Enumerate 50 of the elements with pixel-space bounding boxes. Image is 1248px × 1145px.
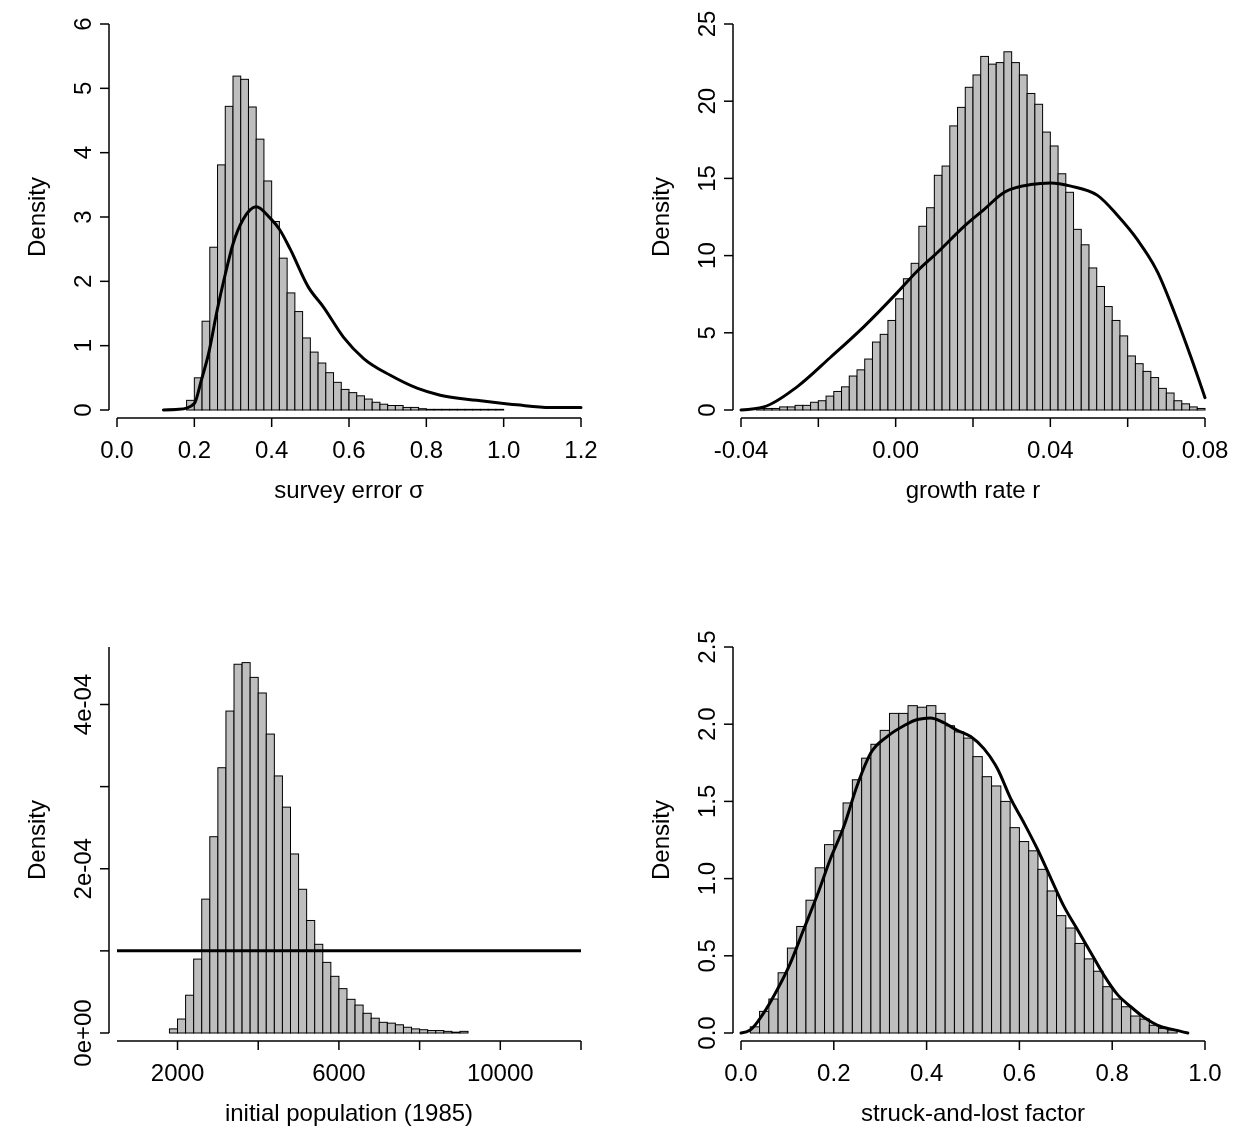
y-tick-label: 2.0 xyxy=(693,707,720,741)
x-tick-label: 2000 xyxy=(150,1059,205,1086)
x-tick-label: -0.04 xyxy=(713,436,769,463)
x-axis-title: growth rate r xyxy=(905,476,1041,503)
y-axis-title: Density xyxy=(647,176,674,258)
y-tick-label: 20 xyxy=(693,87,720,115)
y-tick-label: 0 xyxy=(693,403,720,417)
x-axis-title: survey error σ xyxy=(274,476,424,503)
y-tick-label: 6 xyxy=(69,17,96,31)
x-tick-label: 0.4 xyxy=(909,1059,944,1086)
y-tick-label: 2e-04 xyxy=(69,838,96,900)
y-tick-label: 1.5 xyxy=(693,784,720,819)
x-axis-title: struck-and-lost factor xyxy=(860,1099,1086,1126)
x-tick-label: 6000 xyxy=(312,1059,366,1086)
y-axis-title: Density xyxy=(23,799,50,881)
y-tick-label: 1.0 xyxy=(693,861,720,896)
x-tick-label: 0.2 xyxy=(177,436,212,463)
x-tick-label: 0.2 xyxy=(817,1059,851,1086)
y-tick-label: 4e-04 xyxy=(69,673,96,736)
x-tick-label: 10000 xyxy=(466,1059,534,1086)
y-tick-label: 2 xyxy=(69,274,96,289)
x-tick-label: 0.0 xyxy=(100,436,134,463)
y-tick-label: 0e+00 xyxy=(69,999,96,1067)
y-tick-label: 0.5 xyxy=(693,939,720,973)
y-tick-label: 3 xyxy=(69,210,96,224)
y-tick-label: 25 xyxy=(693,10,720,38)
x-tick-label: 0.00 xyxy=(872,436,920,463)
y-tick-label: 1 xyxy=(69,338,96,353)
y-tick-label: 4 xyxy=(69,145,96,160)
x-tick-label: 0.08 xyxy=(1181,436,1229,463)
x-tick-label: 0.6 xyxy=(1002,1059,1037,1086)
y-tick-label: 5 xyxy=(693,326,720,340)
x-tick-label: 0.8 xyxy=(1095,1059,1129,1086)
y-tick-label: 0.0 xyxy=(693,1016,720,1050)
y-axis-title: Density xyxy=(647,799,674,881)
x-tick-label: 0.4 xyxy=(254,436,289,463)
x-tick-label: 0.6 xyxy=(332,436,366,463)
x-axis-title: initial population (1985) xyxy=(224,1099,474,1126)
x-tick-label: 1.0 xyxy=(486,436,521,463)
y-tick-label: 15 xyxy=(693,165,720,192)
y-axis-title: Density xyxy=(23,176,50,258)
x-tick-label: 1.0 xyxy=(1188,1059,1222,1086)
y-tick-label: 5 xyxy=(69,81,96,96)
y-tick-label: 2.5 xyxy=(693,630,720,664)
x-tick-label: 1.2 xyxy=(564,436,598,463)
x-tick-label: 0.0 xyxy=(724,1059,758,1086)
y-tick-label: 10 xyxy=(693,242,720,269)
x-tick-label: 0.04 xyxy=(1026,436,1074,463)
x-tick-label: 0.8 xyxy=(409,436,444,463)
y-tick-label: 0 xyxy=(69,403,96,417)
